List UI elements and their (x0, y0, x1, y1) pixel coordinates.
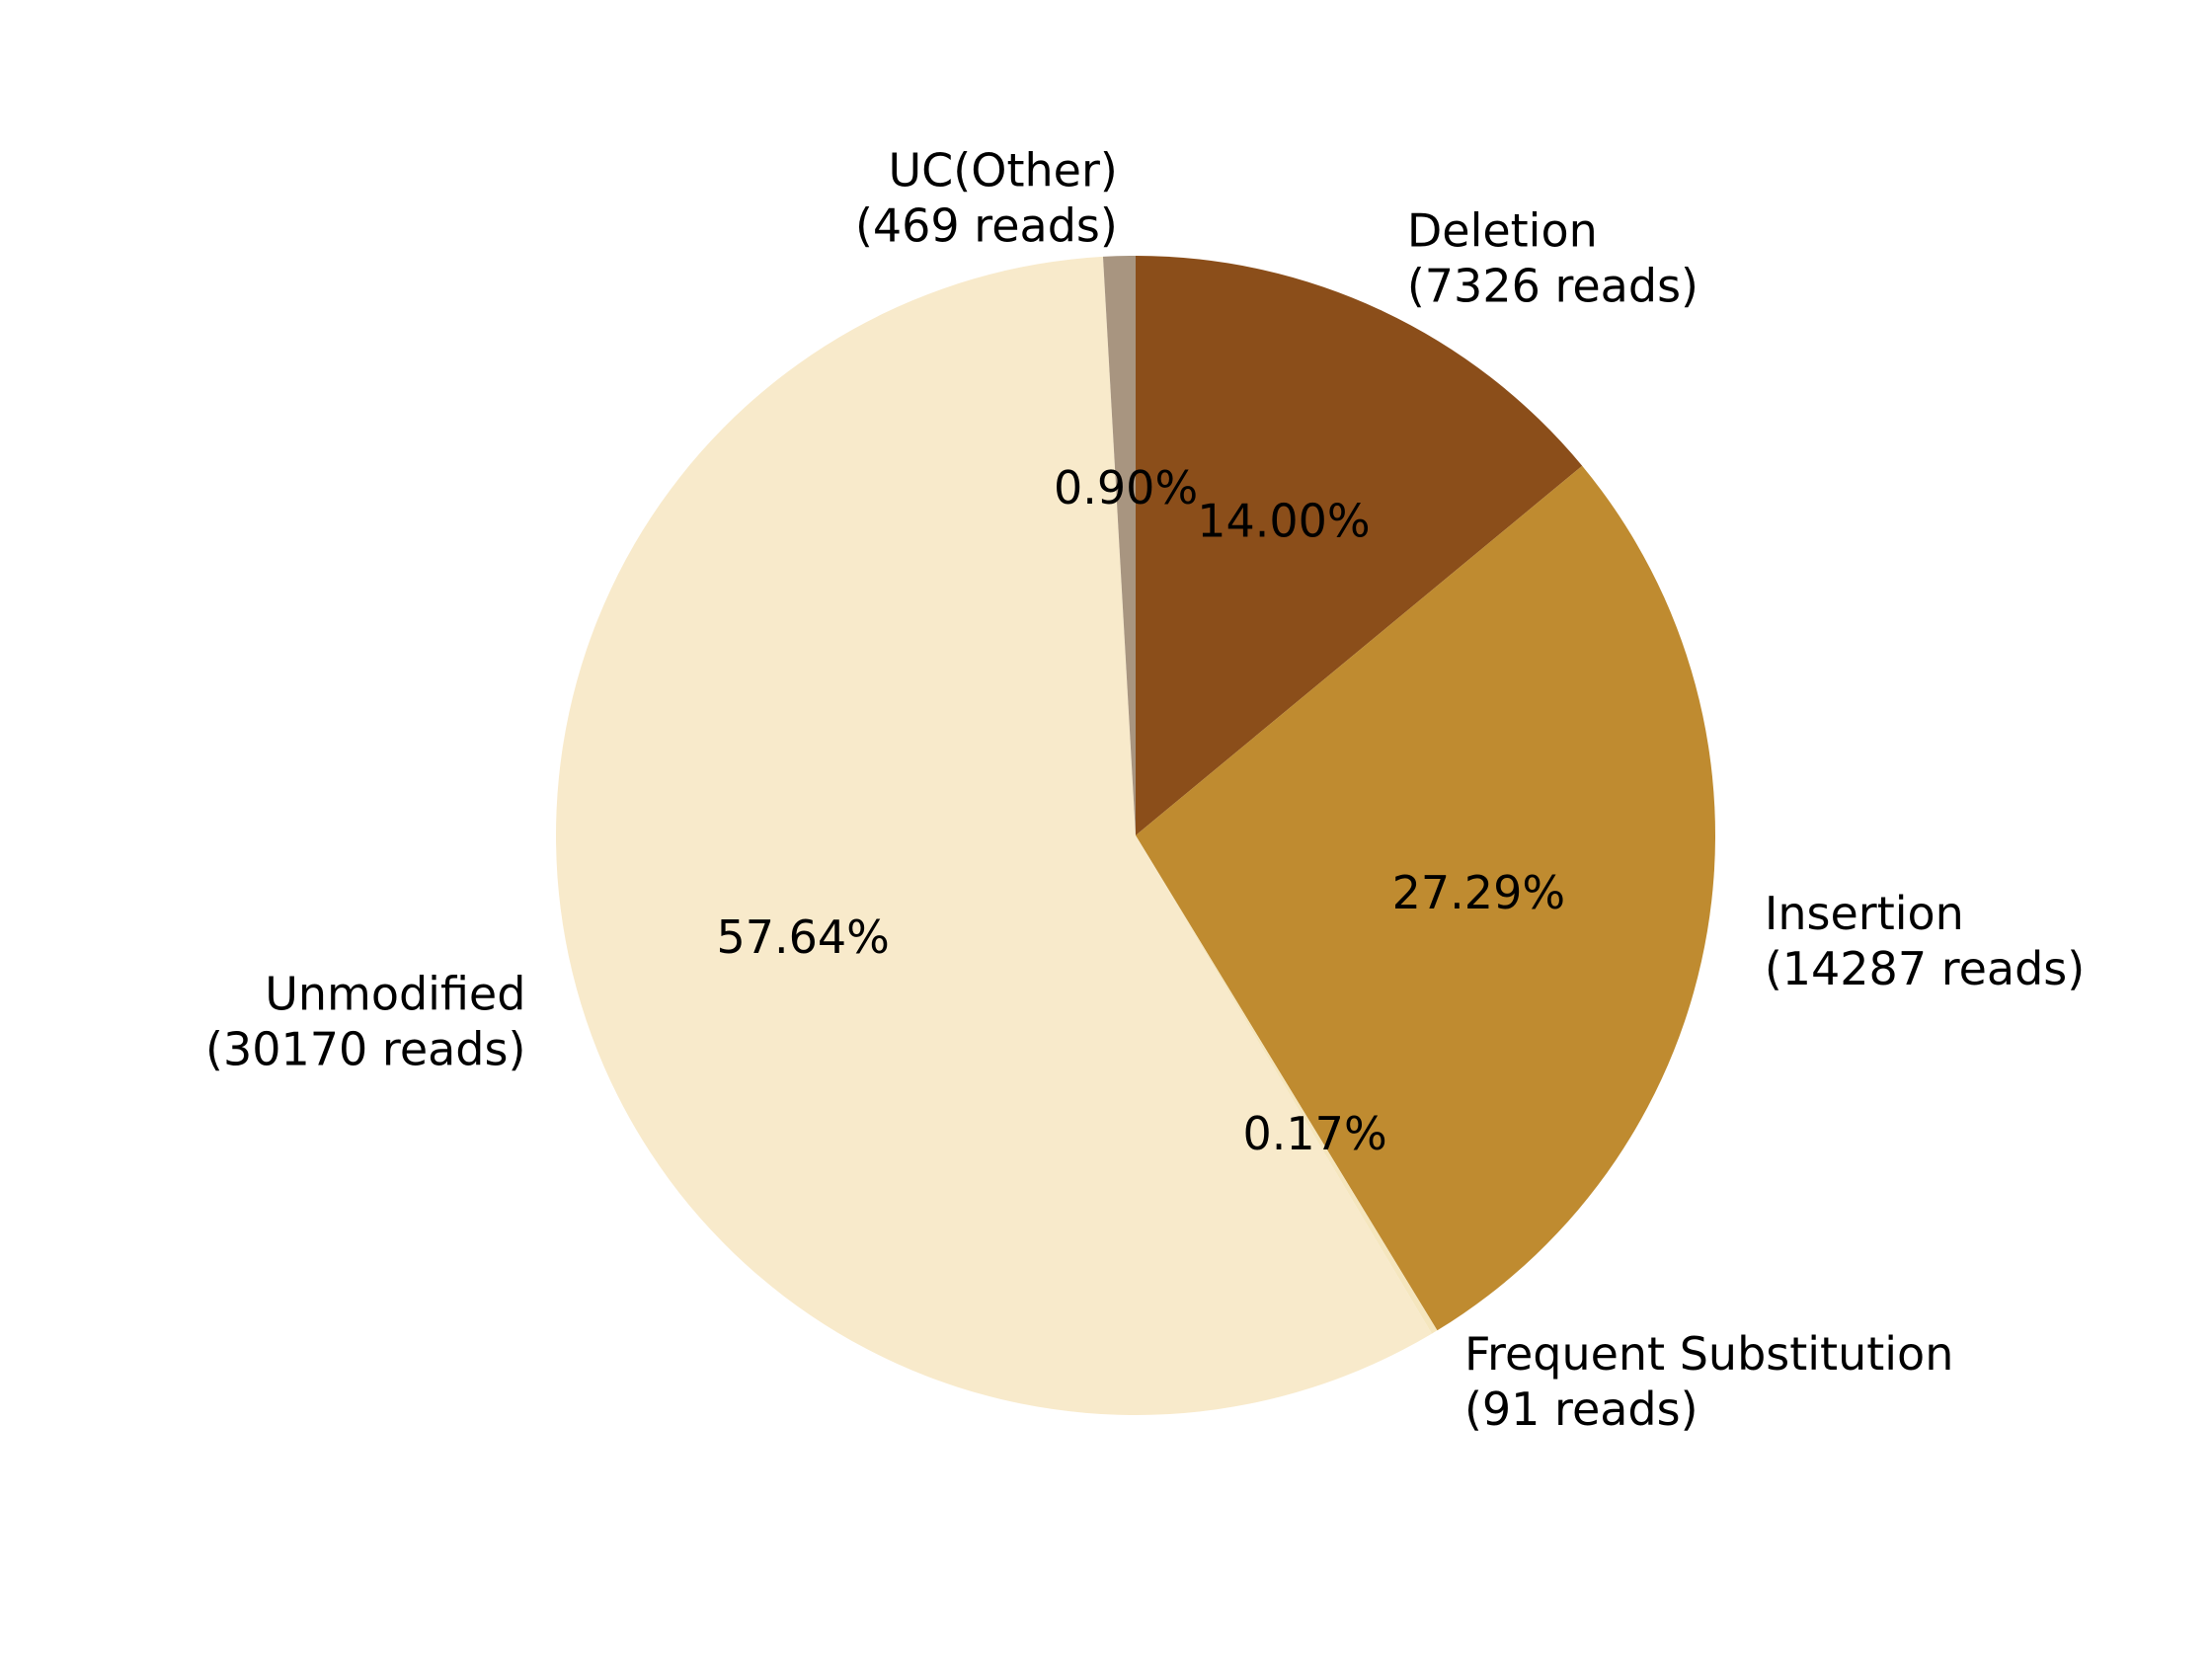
labels-layer: 14.00% Deletion (7326 reads) 27.29% Insertio… (205, 144, 2085, 1437)
category-reads: (91 reads) (1464, 1382, 1698, 1436)
percent-label-deletion: 14.00% (1197, 494, 1370, 547)
category-label-uc-other: UC(Other) (469 reads) (855, 144, 1118, 253)
pie-slice-insertion (1136, 465, 1716, 1331)
category-label-insertion: Insertion (14287 reads) (1765, 887, 2085, 995)
category-label-frequent-substitution: Frequent Substitution (91 reads) (1464, 1327, 1953, 1436)
category-name: Frequent Substitution (1464, 1327, 1953, 1381)
category-reads: (14287 reads) (1765, 942, 2085, 995)
pie-slice-frequent-substitution (1136, 835, 1438, 1334)
category-name: Deletion (1407, 204, 1598, 258)
category-label-unmodified: Unmodified (30170 reads) (205, 968, 525, 1076)
category-name: Insertion (1765, 887, 1964, 940)
pie-slice-deletion (1136, 256, 1583, 835)
slices-layer (555, 256, 1716, 1416)
category-name: UC(Other) (889, 144, 1118, 198)
category-reads: (469 reads) (855, 199, 1118, 253)
category-reads: (7326 reads) (1407, 260, 1698, 313)
pie-slice-uc-other (1102, 256, 1136, 835)
percent-label-uc-other: 0.90% (1054, 461, 1198, 514)
percent-label-unmodified: 57.64% (716, 910, 889, 964)
category-name: Unmodified (265, 968, 525, 1021)
category-reads: (30170 reads) (205, 1023, 525, 1076)
category-label-deletion: Deletion (7326 reads) (1407, 204, 1698, 313)
percent-label-insertion: 27.29% (1392, 866, 1565, 919)
pie-slice-unmodified (555, 256, 1432, 1416)
percent-label-frequent-substitution: 0.17% (1243, 1107, 1387, 1160)
